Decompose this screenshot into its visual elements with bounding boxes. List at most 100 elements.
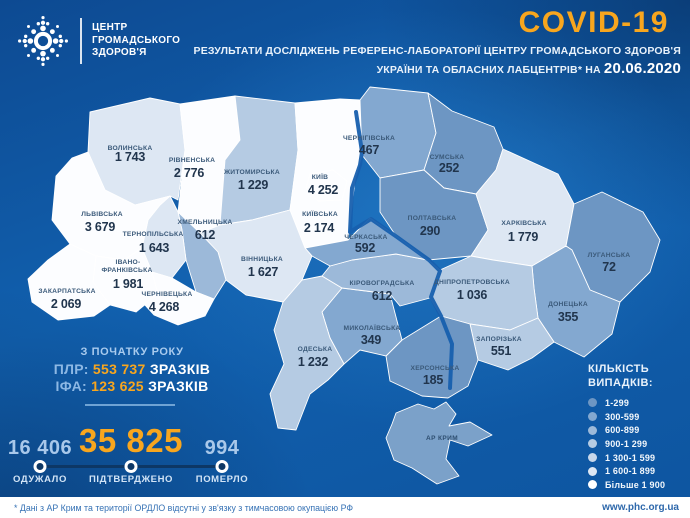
- legend-title-line1: КІЛЬКІСТЬ: [588, 363, 650, 375]
- region-kherson-value: 185: [423, 373, 444, 387]
- region-chernivtsi: [143, 271, 215, 326]
- region-dnipro-label: ДНІПРОПЕТРОВСЬКА: [434, 279, 510, 286]
- region-kyiv-city-label: КИЇВ: [312, 173, 329, 181]
- confirmed-count: 35 825: [79, 422, 183, 459]
- pcr-value: 553 737: [92, 361, 146, 377]
- region-ivano-frankivsk-value: 1 981: [113, 277, 144, 291]
- legend-title-line2: ВИПАДКІВ:: [588, 376, 653, 389]
- region-donetsk-label: ДОНЕЦЬКА: [548, 301, 588, 308]
- region-ternopil-value: 1 643: [139, 241, 170, 255]
- legend-range-2: 300-599: [605, 411, 640, 422]
- footer-bar: * Дані з АР Крим та території ОРДЛО відс…: [0, 497, 690, 518]
- ifa-tests-line: ІФА: 123 625 ЗРАЗКІВ: [0, 378, 264, 394]
- region-kyiv-city: [305, 169, 348, 202]
- legend-range-7: Більше 1 900: [605, 479, 666, 490]
- region-kyiv-oblast-value: 2 174: [304, 221, 335, 235]
- legend-item: 1 600-1 899: [588, 464, 665, 478]
- legend-dot-2: [588, 412, 597, 422]
- since-year-title: З ПОЧАТКУ РОКУ: [80, 346, 184, 358]
- logo-divider: [80, 18, 82, 64]
- legend-dot-3: [588, 425, 597, 435]
- region-zaporizhzhia-label: ЗАПОРІЗЬКА: [476, 336, 522, 343]
- region-kharkiv-value: 1 779: [508, 230, 539, 244]
- legend-item: Більше 1 900: [588, 478, 665, 492]
- legend-range-4: 900-1 299: [605, 438, 648, 449]
- crimea-disclaimer: * Дані з АР Крим та території ОРДЛО відс…: [14, 502, 354, 513]
- region-volyn-label: ВОЛИНСЬКА: [108, 145, 153, 152]
- legend-dot-7: [588, 480, 597, 490]
- site-link[interactable]: www.phc.org.ua: [602, 502, 679, 513]
- legend-item: 900-1 299: [588, 437, 665, 451]
- stats-divider: [85, 404, 175, 406]
- region-zakarpattia-value: 2 069: [51, 297, 82, 311]
- pcr-tests-line: ПЛР: 553 737 ЗРАЗКІВ: [0, 361, 264, 377]
- region-cherkasy-value: 592: [355, 241, 376, 255]
- region-crimea: [385, 401, 493, 485]
- region-luhansk-value: 72: [602, 260, 616, 274]
- region-odesa-label: ОДЕСЬКА: [298, 346, 333, 353]
- legend-item: 600-899: [588, 423, 665, 437]
- region-chernivtsi-value: 4 268: [149, 300, 180, 314]
- region-volyn-value: 1 743: [115, 150, 146, 164]
- region-kirovohrad-label: КІРОВОГРАДСЬКА: [350, 280, 415, 287]
- region-lviv-value: 3 679: [85, 220, 116, 234]
- logo-wordmark: ЦЕНТР ГРОМАДСЬКОГО ЗДОРОВ'Я: [92, 22, 180, 60]
- region-crimea-label: АР КРИМ: [426, 435, 458, 442]
- legend-range-6: 1 600-1 899: [605, 466, 656, 477]
- legend-dot-6: [588, 466, 597, 476]
- legend-item: 1 300-1 599: [588, 451, 665, 465]
- legend-range-1: 1-299: [605, 397, 630, 408]
- region-khmelnytskyi-value: 612: [195, 228, 216, 242]
- region-zhytomyr-value: 1 229: [238, 178, 269, 192]
- region-kyiv-oblast-label: КИЇВСЬКА: [302, 210, 338, 218]
- region-sumy-label: СУМСЬКА: [430, 154, 465, 161]
- region-chernivtsi-label: ЧЕРНІВЕЦЬКА: [142, 291, 193, 298]
- region-mykolaiv-label: МИКОЛАЇВСЬКА: [344, 324, 401, 332]
- region-labels: ВОЛИНСЬКА 1 743 РІВНЕНСЬКА 2 776 ЖИТОМИР…: [38, 135, 630, 442]
- region-sumy-value: 252: [439, 161, 460, 175]
- region-ivano-frankivsk-label-line2: ФРАНКІВСЬКА: [101, 267, 152, 274]
- phc-logo: ЦЕНТР ГРОМАДСЬКОГО ЗДОРОВ'Я: [14, 12, 180, 70]
- legend-dot-5: [588, 453, 597, 463]
- logo-line-2: ГРОМАДСЬКОГО: [92, 34, 181, 46]
- header-titles: COVID-19 РЕЗУЛЬТАТИ ДОСЛІДЖЕНЬ РЕФЕРЕНС-…: [194, 6, 682, 77]
- region-luhansk-label: ЛУГАНСЬКА: [588, 252, 631, 259]
- phc-logo-icon: [18, 16, 68, 66]
- subtitle-line-2: УКРАЇНИ ТА ОБЛАСНИХ ЛАБЦЕНТРІВ* НА 20.06…: [194, 60, 682, 77]
- region-kyiv-city-value: 4 252: [308, 183, 339, 197]
- region-lviv-label: ЛЬВІВСЬКА: [81, 211, 123, 218]
- logo-line-1: ЦЕНТР: [92, 22, 128, 34]
- legend-item: 1-299: [588, 396, 665, 410]
- region-ivano-frankivsk-label-line1: ІВАНО-: [116, 259, 141, 266]
- region-donetsk-value: 355: [558, 310, 579, 324]
- region-vinnytsia-label: ВІННИЦЬКА: [241, 256, 283, 263]
- timeline-node-deaths: [215, 460, 229, 473]
- report-date: 20.06.2020: [603, 60, 681, 77]
- region-chernihiv-label: ЧЕРНІГІВСЬКА: [343, 135, 395, 142]
- region-ternopil-label: ТЕРНОПІЛЬСЬКА: [123, 231, 184, 238]
- pcr-label: ПЛР:: [53, 361, 89, 377]
- cases-legend: КІЛЬКІСТЬ ВИПАДКІВ: 1-299 300-599 600-89…: [588, 363, 665, 492]
- region-poltava-label: ПОЛТАВСЬКА: [408, 215, 457, 222]
- region-cherkasy-label: ЧЕРКАСЬКА: [344, 234, 387, 241]
- legend-item: 300-599: [588, 410, 665, 424]
- ifa-unit: ЗРАЗКІВ: [148, 378, 209, 394]
- deaths-label: ПОМЕРЛО: [195, 474, 249, 485]
- deaths-count: 994: [204, 437, 240, 459]
- region-kharkiv-label: ХАРКІВСЬКА: [501, 220, 546, 227]
- region-chernihiv-value: 467: [359, 143, 380, 157]
- region-kherson-label: ХЕРСОНСЬКА: [411, 365, 460, 372]
- logo-line-3: ЗДОРОВ'Я: [92, 47, 147, 59]
- region-rivne-value: 2 776: [174, 166, 205, 180]
- ifa-label: ІФА:: [55, 378, 87, 394]
- region-poltava-value: 290: [420, 224, 441, 238]
- confirmed-label: ПІДТВЕРДЖЕНО: [88, 474, 174, 485]
- region-rivne-label: РІВНЕНСЬКА: [169, 157, 215, 164]
- region-zakarpattia: [27, 243, 111, 321]
- region-khmelnytskyi-label: ХМЕЛЬНИЦЬКА: [178, 219, 233, 226]
- timeline-node-recovered: [33, 460, 47, 473]
- legend-items: 1-299 300-599 600-899 900-1 299 1 300-1 …: [588, 396, 665, 492]
- region-vinnytsia-value: 1 627: [248, 265, 279, 279]
